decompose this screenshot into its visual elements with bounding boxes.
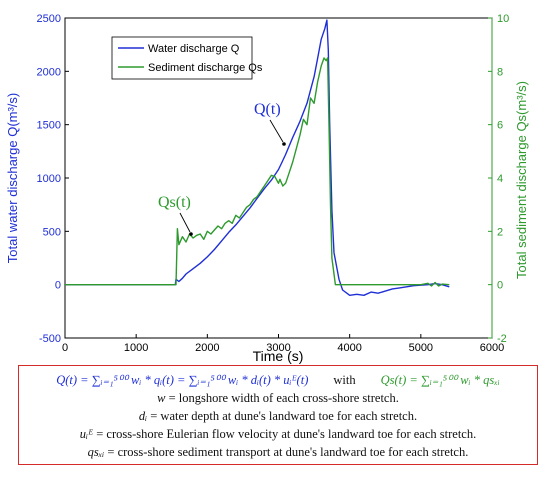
- y-axis-left-label: Total water discharge Q(m³/s): [5, 93, 20, 264]
- formula-line-3: dᵢ = water depth at dune's landward toe …: [19, 409, 537, 424]
- left-tick-label: 500: [43, 226, 61, 238]
- legend-label-water: Water discharge Q: [148, 43, 240, 55]
- series-sediment-discharge-line: [65, 57, 450, 287]
- x-axis-label: Time (s): [253, 348, 304, 364]
- sediment-discharge-formula: Qs(t) = ∑ᵢ₌₁⁵⁰⁰ wᵢ * qsₓᵢ: [380, 373, 500, 387]
- left-tick-label: 1000: [37, 173, 61, 185]
- formula-line-2: w = longshore width of each cross-shore …: [19, 391, 537, 406]
- left-tick-label: 2500: [37, 13, 61, 25]
- x-tick-label: 4000: [337, 342, 361, 354]
- x-tick-label: 1000: [124, 342, 148, 354]
- x-tick-label: 2000: [195, 342, 219, 354]
- formula-box: Q(t) = ∑ᵢ₌₁⁵⁰⁰ wᵢ * qᵢ(t) = ∑ᵢ₌₁⁵⁰⁰ wᵢ *…: [18, 365, 538, 465]
- x-axis-ticks: 0 1000 2000 3000 4000 5000 6000: [62, 334, 504, 354]
- annotation-q-t: Q(t): [254, 101, 281, 118]
- left-axis-ticks: -500 0 500 1000 1500 2000 2500: [37, 13, 69, 345]
- annotation-qs-t-arrow: [179, 212, 191, 233]
- x-tick-label: 6000: [480, 342, 504, 354]
- legend: Water discharge Q Sediment discharge Qs: [111, 36, 263, 80]
- symbol-u: uᵢᴱ: [79, 427, 94, 441]
- symbol-d: dᵢ: [138, 409, 148, 423]
- left-tick-label: 0: [55, 280, 61, 292]
- right-tick-label: 6: [497, 120, 503, 132]
- formula-line-5: qsₓᵢ = cross-shore sediment transport at…: [19, 445, 537, 460]
- annotation-q-t-marker: [282, 142, 286, 146]
- right-tick-label: -2: [497, 333, 507, 345]
- right-tick-label: 2: [497, 226, 503, 238]
- series-water-discharge-line: [65, 19, 450, 296]
- symbol-w: w: [157, 391, 166, 405]
- symbol-qs: qsₓᵢ: [87, 445, 105, 459]
- definition-qs: = cross-shore sediment transport at dune…: [107, 445, 469, 459]
- formula-line-1: Q(t) = ∑ᵢ₌₁⁵⁰⁰ wᵢ * qᵢ(t) = ∑ᵢ₌₁⁵⁰⁰ wᵢ *…: [19, 372, 537, 388]
- right-tick-label: 0: [497, 280, 503, 292]
- annotation-qs-t: Qs(t): [158, 194, 191, 211]
- right-axis-ticks: -2 0 2 4 6 8 10: [488, 13, 509, 345]
- right-tick-label: 4: [497, 173, 503, 185]
- x-tick-label: 5000: [409, 342, 433, 354]
- left-tick-label: 2000: [37, 66, 61, 78]
- right-tick-label: 10: [497, 13, 509, 25]
- annotation-q-t-arrow: [269, 119, 284, 143]
- y-axis-right-label: Total sediment discharge Qs(m³/s): [514, 81, 529, 279]
- series-layer: [65, 19, 450, 296]
- formula-with: with: [333, 373, 356, 387]
- definition-w: = longshore width of each cross-shore st…: [168, 391, 399, 405]
- left-tick-label: -500: [39, 333, 61, 345]
- x-tick-label: 3000: [266, 342, 290, 354]
- definition-u: = cross-shore Eulerian flow velocity at …: [96, 427, 477, 441]
- definition-d: = water depth at dune's landward toe for…: [150, 409, 418, 423]
- legend-label-sediment: Sediment discharge Qs: [148, 62, 263, 74]
- annotation-qs-t-marker: [189, 232, 193, 236]
- left-tick-label: 1500: [37, 120, 61, 132]
- x-tick-label: 0: [62, 342, 68, 354]
- right-tick-label: 8: [497, 66, 503, 78]
- water-discharge-formula: Q(t) = ∑ᵢ₌₁⁵⁰⁰ wᵢ * qᵢ(t) = ∑ᵢ₌₁⁵⁰⁰ wᵢ *…: [56, 373, 309, 387]
- legend-box: [111, 36, 253, 80]
- formula-line-4: uᵢᴱ = cross-shore Eulerian flow velocity…: [19, 427, 537, 442]
